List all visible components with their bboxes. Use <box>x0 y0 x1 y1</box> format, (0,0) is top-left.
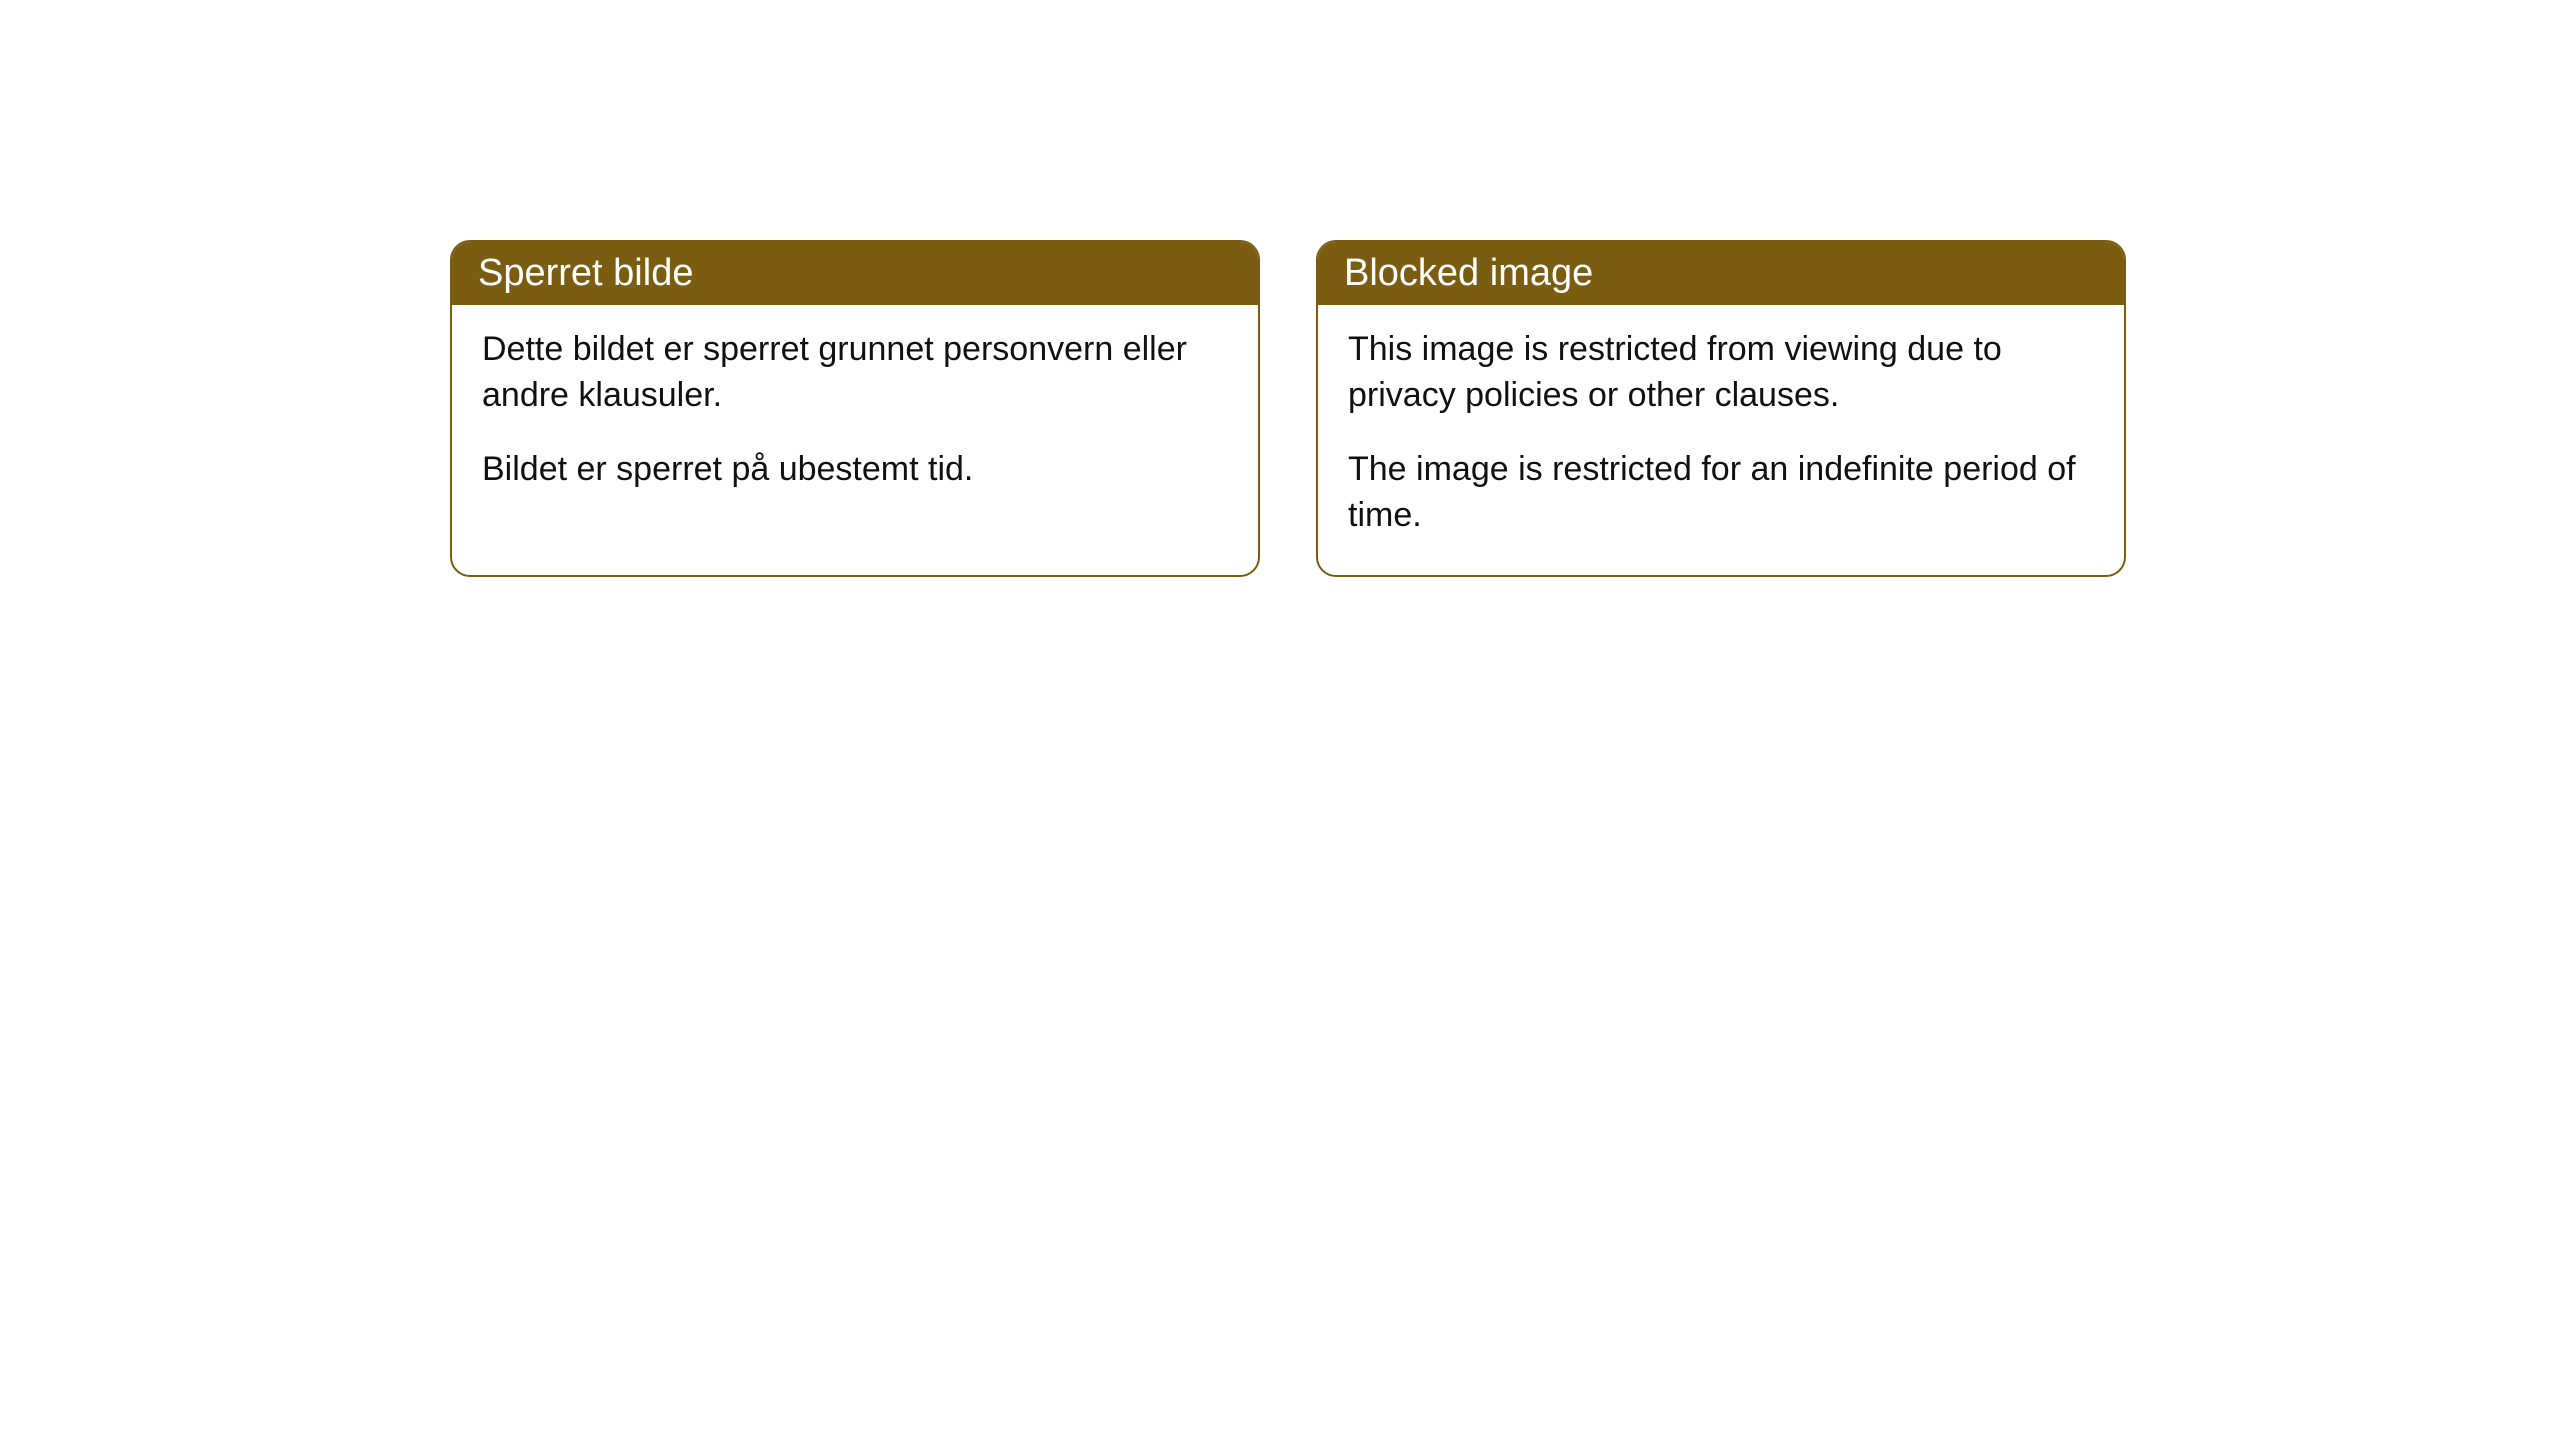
notice-header-english: Blocked image <box>1318 242 2124 305</box>
notice-card-norwegian: Sperret bilde Dette bildet er sperret gr… <box>450 240 1260 577</box>
notice-header-norwegian: Sperret bilde <box>452 242 1258 305</box>
notice-body-norwegian: Dette bildet er sperret grunnet personve… <box>452 305 1258 529</box>
notice-cards-container: Sperret bilde Dette bildet er sperret gr… <box>450 240 2560 577</box>
notice-text-english-2: The image is restricted for an indefinit… <box>1348 447 2094 539</box>
notice-text-norwegian-2: Bildet er sperret på ubestemt tid. <box>482 447 1228 493</box>
notice-text-norwegian-1: Dette bildet er sperret grunnet personve… <box>482 327 1228 419</box>
notice-card-english: Blocked image This image is restricted f… <box>1316 240 2126 577</box>
notice-text-english-1: This image is restricted from viewing du… <box>1348 327 2094 419</box>
notice-body-english: This image is restricted from viewing du… <box>1318 305 2124 575</box>
